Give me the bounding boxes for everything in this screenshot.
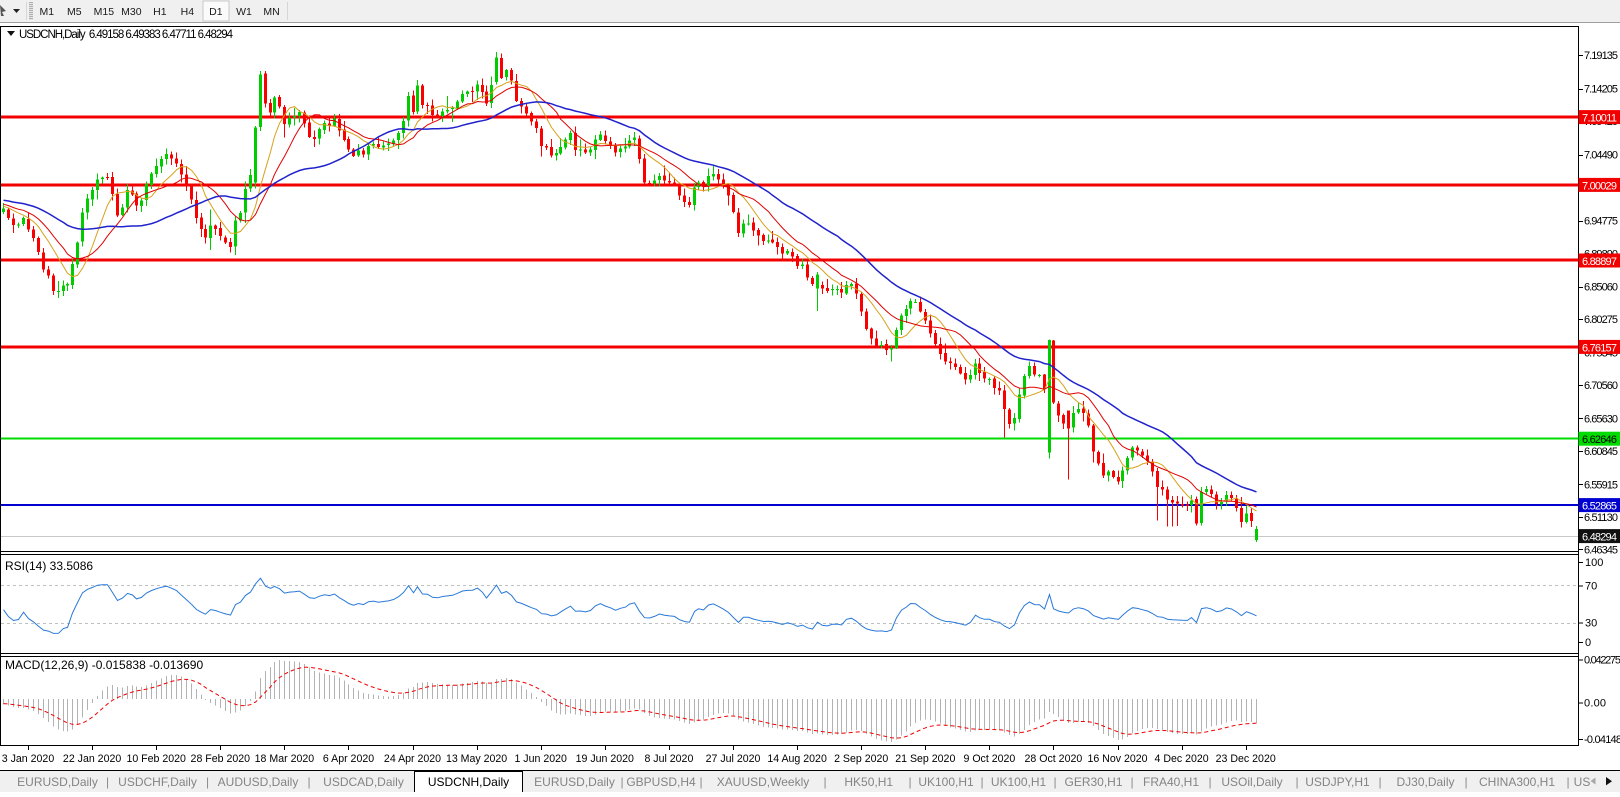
svg-text:0.00: 0.00 <box>1584 698 1606 710</box>
svg-text:7.10011: 7.10011 <box>1582 113 1617 125</box>
svg-text:GBPUSD,H4: GBPUSD,H4 <box>626 775 696 789</box>
svg-text:|: | <box>823 775 826 789</box>
svg-text:|: | <box>1378 775 1381 789</box>
svg-text:6.76157: 6.76157 <box>1582 342 1617 354</box>
svg-text:USDJPY,H1: USDJPY,H1 <box>1305 775 1370 789</box>
svg-text:14 Aug 2020: 14 Aug 2020 <box>767 753 827 765</box>
svg-text:CHINA300,H1: CHINA300,H1 <box>1479 775 1555 789</box>
svg-text:|: | <box>699 775 702 789</box>
svg-text:|: | <box>1130 775 1133 789</box>
svg-text:MACD(12,26,9) -0.015838 -0.013: MACD(12,26,9) -0.015838 -0.013690 <box>5 658 203 672</box>
svg-text:9 Oct 2020: 9 Oct 2020 <box>963 753 1015 765</box>
svg-text:0.042275: 0.042275 <box>1584 655 1620 667</box>
svg-text:30: 30 <box>1585 618 1597 630</box>
svg-text:|: | <box>1464 775 1467 789</box>
svg-text:27 Jul 2020: 27 Jul 2020 <box>706 753 761 765</box>
svg-text:70: 70 <box>1585 581 1597 593</box>
svg-text:H4: H4 <box>181 6 195 18</box>
svg-text:6.52865: 6.52865 <box>1582 501 1617 513</box>
svg-text:7.14205: 7.14205 <box>1584 84 1618 96</box>
svg-text:|: | <box>1566 775 1569 789</box>
svg-text:6.94775: 6.94775 <box>1584 216 1618 228</box>
svg-text:6 Apr 2020: 6 Apr 2020 <box>323 753 374 765</box>
svg-text:7.00029: 7.00029 <box>1582 180 1617 192</box>
svg-text:USDCHF,Daily: USDCHF,Daily <box>118 775 197 789</box>
svg-text:US: US <box>1574 775 1591 789</box>
svg-text:AUDUSD,Daily: AUDUSD,Daily <box>218 775 299 789</box>
svg-text:0: 0 <box>1585 637 1591 649</box>
svg-text:W1: W1 <box>236 6 252 18</box>
svg-text:7.19135: 7.19135 <box>1584 50 1618 62</box>
svg-text:23 Dec 2020: 23 Dec 2020 <box>1216 753 1276 765</box>
svg-text:|: | <box>980 775 983 789</box>
svg-text:6.51130: 6.51130 <box>1584 512 1618 524</box>
svg-text:|: | <box>307 775 310 789</box>
svg-text:6.85060: 6.85060 <box>1584 282 1618 294</box>
svg-text:USDCNH,Daily 6.49158 6.49383: USDCNH,Daily 6.49158 6.49383 6.47711 6.4… <box>19 29 234 41</box>
svg-text:UK100,H1: UK100,H1 <box>918 775 974 789</box>
svg-text:22 Jan 2020: 22 Jan 2020 <box>63 753 121 765</box>
svg-text:MN: MN <box>263 6 279 18</box>
svg-text:H1: H1 <box>153 6 167 18</box>
svg-text:6.62646: 6.62646 <box>1582 434 1617 446</box>
svg-text:GER30,H1: GER30,H1 <box>1064 775 1122 789</box>
svg-text:M5: M5 <box>67 6 82 18</box>
svg-text:|: | <box>1053 775 1056 789</box>
svg-text:28 Oct 2020: 28 Oct 2020 <box>1025 753 1083 765</box>
svg-text:18 Mar 2020: 18 Mar 2020 <box>255 753 315 765</box>
svg-text:RSI(14) 33.5086: RSI(14) 33.5086 <box>5 559 93 573</box>
svg-text:6.46345: 6.46345 <box>1584 544 1618 556</box>
svg-text:UK100,H1: UK100,H1 <box>991 775 1047 789</box>
svg-text:3 Jan 2020: 3 Jan 2020 <box>2 753 55 765</box>
svg-text:EURUSD,Daily: EURUSD,Daily <box>17 775 98 789</box>
svg-text:28 Feb 2020: 28 Feb 2020 <box>191 753 251 765</box>
svg-text:|: | <box>206 775 209 789</box>
svg-text:7.04490: 7.04490 <box>1584 150 1618 162</box>
svg-text:6.48294: 6.48294 <box>1582 532 1617 544</box>
svg-text:USDCNH,Daily: USDCNH,Daily <box>428 775 509 789</box>
svg-text:6.80275: 6.80275 <box>1584 314 1618 326</box>
svg-text:6.55915: 6.55915 <box>1584 479 1618 491</box>
svg-text:|: | <box>620 775 623 789</box>
svg-text:M30: M30 <box>121 6 142 18</box>
svg-text:10 Feb 2020: 10 Feb 2020 <box>126 753 186 765</box>
svg-text:HK50,H1: HK50,H1 <box>844 775 893 789</box>
svg-text:USOil,Daily: USOil,Daily <box>1221 775 1282 789</box>
svg-text:6.88897: 6.88897 <box>1582 256 1617 268</box>
svg-text:6.70560: 6.70560 <box>1584 380 1618 392</box>
svg-text:FRA40,H1: FRA40,H1 <box>1143 775 1199 789</box>
svg-text:6.60845: 6.60845 <box>1584 446 1618 458</box>
svg-text:|: | <box>908 775 911 789</box>
svg-text:|: | <box>1295 775 1298 789</box>
svg-text:XAUUSD,Weekly: XAUUSD,Weekly <box>717 775 809 789</box>
svg-text:M15: M15 <box>94 6 115 18</box>
svg-text:24 Apr 2020: 24 Apr 2020 <box>384 753 441 765</box>
svg-text:21 Sep 2020: 21 Sep 2020 <box>895 753 955 765</box>
svg-text:16 Nov 2020: 16 Nov 2020 <box>1087 753 1147 765</box>
svg-text:USDCAD,Daily: USDCAD,Daily <box>323 775 404 789</box>
svg-text:|: | <box>1208 775 1211 789</box>
svg-text:DJ30,Daily: DJ30,Daily <box>1396 775 1454 789</box>
svg-text:EURUSD,Daily: EURUSD,Daily <box>534 775 615 789</box>
svg-text:13 May 2020: 13 May 2020 <box>446 753 507 765</box>
svg-text:-0.04148: -0.04148 <box>1584 734 1620 746</box>
svg-text:100: 100 <box>1585 557 1603 569</box>
svg-text:8 Jul 2020: 8 Jul 2020 <box>644 753 693 765</box>
svg-text:|: | <box>106 775 109 789</box>
svg-text:19 Jun 2020: 19 Jun 2020 <box>576 753 634 765</box>
svg-text:2 Sep 2020: 2 Sep 2020 <box>834 753 888 765</box>
svg-text:1 Jun 2020: 1 Jun 2020 <box>514 753 567 765</box>
svg-text:M1: M1 <box>40 6 55 18</box>
svg-text:6.65630: 6.65630 <box>1584 413 1618 425</box>
svg-text:4 Dec 2020: 4 Dec 2020 <box>1155 753 1209 765</box>
svg-text:D1: D1 <box>209 6 223 18</box>
